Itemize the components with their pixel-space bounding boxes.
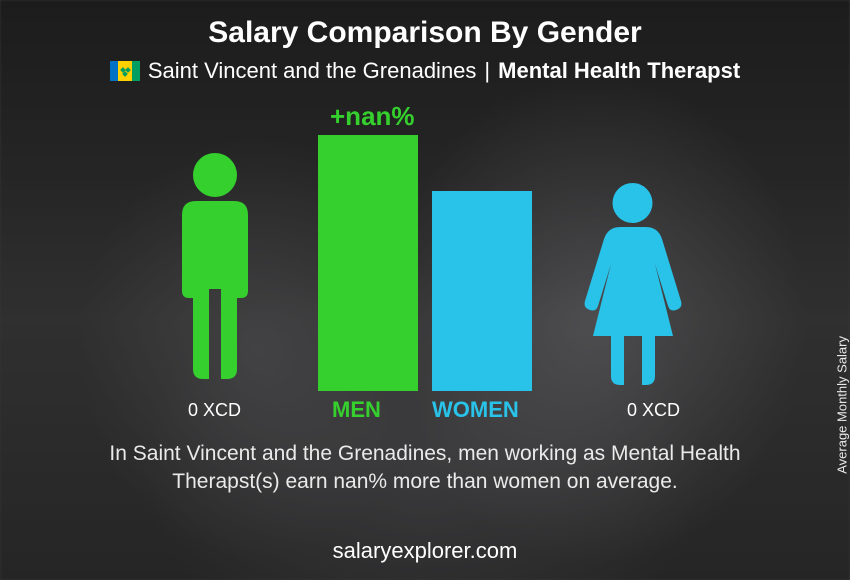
subtitle-role: Mental Health Therapst <box>498 58 740 84</box>
woman-icon <box>575 181 690 391</box>
site-credit: salaryexplorer.com <box>0 538 850 564</box>
value-men: 0 XCD <box>188 400 241 421</box>
flag-icon <box>110 61 140 81</box>
summary-text: In Saint Vincent and the Grenadines, men… <box>60 440 790 497</box>
subtitle-row: Saint Vincent and the Grenadines | Menta… <box>0 58 850 84</box>
bar-women <box>432 191 532 391</box>
label-men: MEN <box>332 397 381 423</box>
page-title: Salary Comparison By Gender <box>0 0 850 50</box>
man-icon <box>160 151 270 391</box>
chart-area: +nan% 0 XCD MEN WOMEN 0 XCD <box>150 105 700 425</box>
value-women: 0 XCD <box>627 400 680 421</box>
label-women: WOMEN <box>432 397 519 423</box>
chart-label-row: 0 XCD MEN WOMEN 0 XCD <box>150 395 700 425</box>
subtitle-country: Saint Vincent and the Grenadines <box>148 58 477 84</box>
subtitle-sep: | <box>484 58 490 84</box>
pct-diff-label: +nan% <box>330 101 415 132</box>
bar-men <box>318 135 418 391</box>
y-axis-label: Average Monthly Salary <box>835 336 850 474</box>
content-root: Salary Comparison By Gender Saint Vincen… <box>0 0 850 580</box>
